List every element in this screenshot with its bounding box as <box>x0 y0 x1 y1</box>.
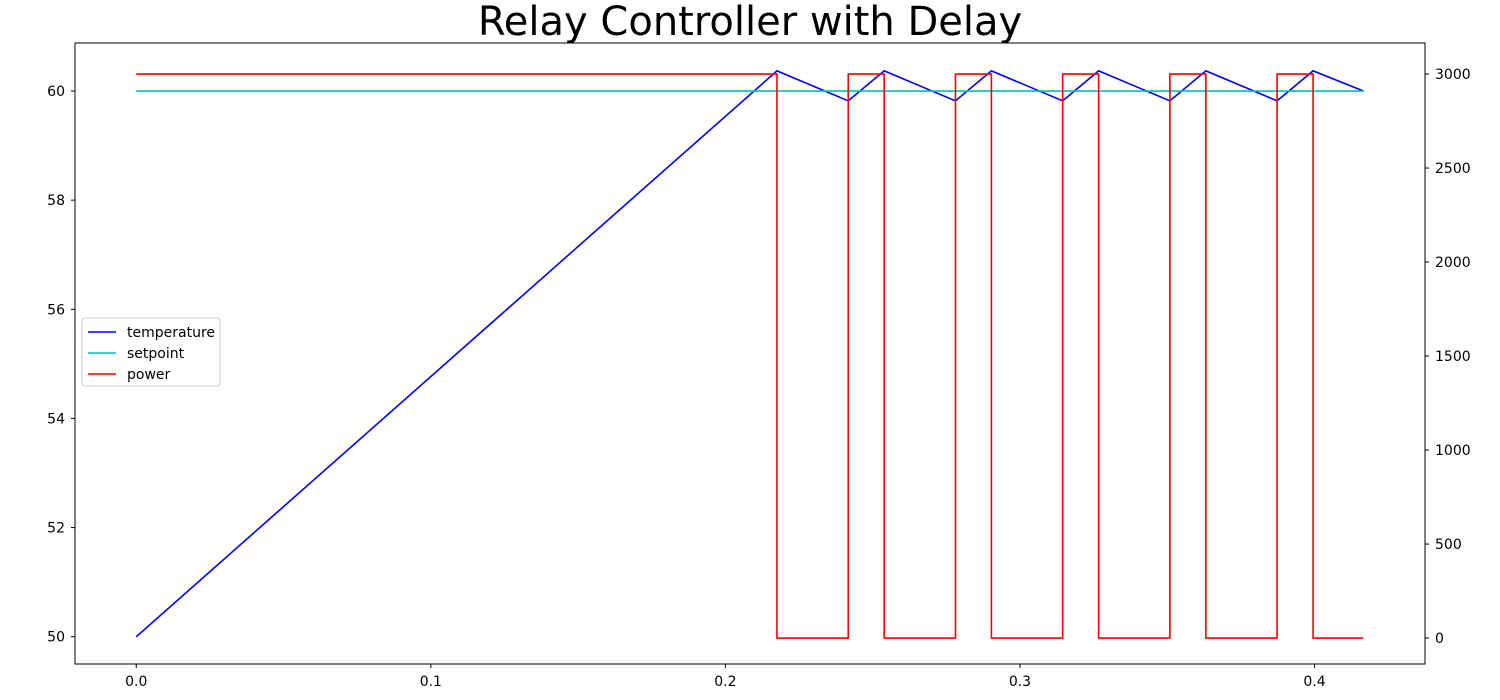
plot-area <box>135 69 1364 639</box>
chart-title: Relay Controller with Delay <box>478 0 1022 45</box>
right-y-tick-label: 2000 <box>1435 255 1471 271</box>
legend: temperature setpoint power <box>81 317 221 387</box>
right-y-tick-label: 500 <box>1435 537 1462 553</box>
axes: 0.0 0.1 0.2 0.3 0.4 50 52 54 56 58 60 0 500 1000 1500 2… <box>47 42 1471 690</box>
series-line-power <box>136 73 1364 639</box>
x-tick-label: 0.1 <box>420 674 442 690</box>
left-y-tick-label: 58 <box>47 193 65 209</box>
legend-label-power: power <box>127 367 171 383</box>
legend-label-temperature: temperature <box>127 325 215 341</box>
left-y-tick-label: 56 <box>47 302 65 318</box>
x-tick-label: 0.0 <box>125 674 147 690</box>
right-y-tick-label: 1500 <box>1435 349 1471 365</box>
left-y-tick-label: 60 <box>47 84 65 100</box>
right-y-tick-label: 1000 <box>1435 443 1471 459</box>
x-tick-label: 0.4 <box>1303 674 1325 690</box>
right-y-tick-label: 0 <box>1435 631 1444 647</box>
left-y-tick-label: 52 <box>47 521 65 537</box>
right-y-tick-label: 2500 <box>1435 161 1471 177</box>
legend-box <box>81 317 221 387</box>
left-y-tick-label: 50 <box>47 630 65 646</box>
x-tick-label: 0.2 <box>714 674 736 690</box>
legend-label-setpoint: setpoint <box>127 346 185 362</box>
x-tick-label: 0.3 <box>1009 674 1031 690</box>
right-y-tick-label: 3000 <box>1435 67 1471 83</box>
plot-frame <box>74 42 1426 665</box>
left-y-tick-label: 54 <box>47 411 65 427</box>
